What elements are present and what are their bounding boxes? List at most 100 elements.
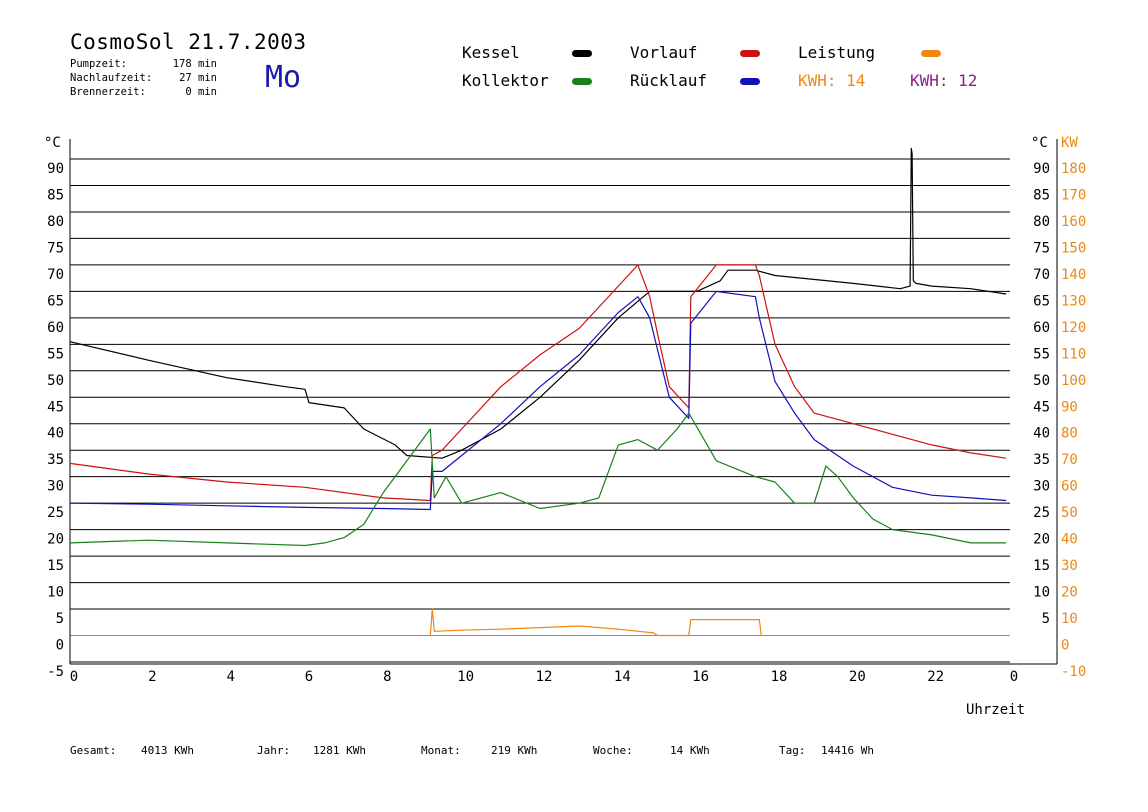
y-tick-kw-160: 160 xyxy=(1061,214,1086,230)
x-tick-4: 8 xyxy=(383,669,391,685)
y-tick-left-15: 15 xyxy=(47,558,64,574)
y-tick-left-65: 65 xyxy=(47,293,64,309)
footer-tag-value: 14416 Wh xyxy=(821,744,874,757)
x-tick-6: 12 xyxy=(536,669,553,685)
y-tick-right-35: 35 xyxy=(1033,452,1050,468)
footer-jahr-value: 1281 KWh xyxy=(313,744,366,757)
y-tick-left-55: 55 xyxy=(47,346,64,362)
y-tick-kw--10: -10 xyxy=(1061,664,1086,680)
nachlaufzeit-value: 27 min xyxy=(179,72,217,84)
y-tick-left-35: 35 xyxy=(47,452,64,468)
y-axis-left-ticks: -5 0 5 10 15 20 25 30 35 40 45 50 55 60 65 70 75 80 85 90 xyxy=(47,161,64,680)
y-tick-kw-140: 140 xyxy=(1061,267,1086,283)
footer-woche-label: Woche: xyxy=(593,744,633,757)
y-tick-left-90: 90 xyxy=(47,161,64,177)
y-tick-right-80: 80 xyxy=(1033,214,1050,230)
y-tick-left-70: 70 xyxy=(47,267,64,283)
legend-vorlauf-label: Vorlauf xyxy=(630,43,698,62)
y-axis-right-label: °C xyxy=(1031,135,1048,151)
x-tick-1: 2 xyxy=(148,669,156,685)
legend-kollektor-label: Kollektor xyxy=(462,71,549,90)
x-axis-label: Uhrzeit xyxy=(966,702,1026,718)
x-axis-ticks: 0 2 4 6 8 10 12 14 16 18 20 22 0 xyxy=(70,669,1018,685)
y-tick-kw-100: 100 xyxy=(1061,373,1086,389)
y-tick-kw-0: 0 xyxy=(1061,638,1069,654)
chart-title: CosmoSol 21.7.2003 xyxy=(70,30,307,54)
y-tick-right-60: 60 xyxy=(1033,320,1050,336)
footer-jahr-label: Jahr: xyxy=(257,744,291,757)
footer-monat-value: 219 KWh xyxy=(491,744,538,757)
y-tick-kw-80: 80 xyxy=(1061,426,1078,442)
y-tick-kw-40: 40 xyxy=(1061,532,1078,548)
footer-monat-label: Monat: xyxy=(421,744,461,757)
y-tick-kw-20: 20 xyxy=(1061,585,1078,601)
x-tick-5: 10 xyxy=(457,669,474,685)
y-tick-right-5: 5 xyxy=(1042,611,1050,627)
y-tick-left-75: 75 xyxy=(47,240,64,256)
x-tick-8: 16 xyxy=(692,669,709,685)
series-line-rcklauf xyxy=(69,290,1007,511)
y-tick-kw-150: 150 xyxy=(1061,240,1086,256)
legend-leistung-swatch xyxy=(921,50,941,57)
legend-leistung-label: Leistung xyxy=(798,43,876,62)
y-axis-right2-ticks: -10 0 10 20 30 40 50 60 70 80 90 100 110 120 130 140 150… xyxy=(1061,161,1086,680)
y-tick-kw-50: 50 xyxy=(1061,505,1078,521)
y-tick-left-60: 60 xyxy=(47,320,64,336)
y-tick-kw-30: 30 xyxy=(1061,558,1078,574)
y-tick-right-30: 30 xyxy=(1033,479,1050,495)
grid-lines xyxy=(69,139,1058,665)
legend-kwh-14: KWH: 14 xyxy=(798,71,866,90)
weekday-label: Mo xyxy=(265,60,302,95)
y-tick-right-40: 40 xyxy=(1033,426,1050,442)
y-tick-right-20: 20 xyxy=(1033,532,1050,548)
y-tick-left-25: 25 xyxy=(47,505,64,521)
footer-woche-value: 14 KWh xyxy=(670,744,710,757)
series-line-vorlauf xyxy=(69,264,1007,502)
y-tick-left-45: 45 xyxy=(47,399,64,415)
y-tick-kw-130: 130 xyxy=(1061,293,1086,309)
y-tick-left-5: 5 xyxy=(56,611,64,627)
footer-tag-label: Tag: xyxy=(779,744,806,757)
y-tick-left-80: 80 xyxy=(47,214,64,230)
series-group xyxy=(69,147,1007,637)
legend-kwh-12: KWH: 12 xyxy=(910,71,978,90)
brennerzeit-label: Brennerzeit: xyxy=(70,86,146,98)
y-tick-right-90: 90 xyxy=(1033,161,1050,177)
y-tick-kw-10: 10 xyxy=(1061,611,1078,627)
y-tick-left--5: -5 xyxy=(47,664,64,680)
x-tick-3: 6 xyxy=(305,669,313,685)
y-tick-right-25: 25 xyxy=(1033,505,1050,521)
x-tick-7: 14 xyxy=(614,669,631,685)
x-tick-12: 0 xyxy=(1010,669,1018,685)
y-tick-kw-170: 170 xyxy=(1061,187,1086,203)
y-tick-left-20: 20 xyxy=(47,532,64,548)
legend-ruecklauf-swatch xyxy=(740,78,760,85)
y-tick-kw-180: 180 xyxy=(1061,161,1086,177)
y-tick-kw-120: 120 xyxy=(1061,320,1086,336)
y-tick-right-10: 10 xyxy=(1033,585,1050,601)
y-tick-right-65: 65 xyxy=(1033,293,1050,309)
y-tick-kw-110: 110 xyxy=(1061,346,1086,362)
y-tick-left-0: 0 xyxy=(56,638,64,654)
y-tick-right-15: 15 xyxy=(1033,558,1050,574)
x-tick-10: 20 xyxy=(849,669,866,685)
footer-gesamt-label: Gesamt: xyxy=(70,744,117,757)
legend-kessel-label: Kessel xyxy=(462,43,520,62)
pumpzeit-label: Pumpzeit: xyxy=(70,58,127,70)
x-tick-0: 0 xyxy=(70,669,78,685)
legend-kessel-swatch xyxy=(572,50,592,57)
y-tick-kw-70: 70 xyxy=(1061,452,1078,468)
series-line-leistung xyxy=(429,608,762,637)
y-tick-kw-90: 90 xyxy=(1061,399,1078,415)
footer-gesamt-value: 4013 KWh xyxy=(141,744,194,757)
nachlaufzeit-label: Nachlaufzeit: xyxy=(70,72,153,84)
y-tick-left-85: 85 xyxy=(47,187,64,203)
y-tick-left-40: 40 xyxy=(47,426,64,442)
y-tick-left-50: 50 xyxy=(47,373,64,389)
y-axis-right-ticks: 5 10 15 20 25 30 35 40 45 50 55 60 65 70 75 80 85 90 xyxy=(1033,161,1050,627)
y-axis-right2-label: KW xyxy=(1061,135,1078,151)
y-tick-kw-60: 60 xyxy=(1061,479,1078,495)
legend-vorlauf-swatch xyxy=(740,50,760,57)
pumpzeit-value: 178 min xyxy=(172,58,217,70)
